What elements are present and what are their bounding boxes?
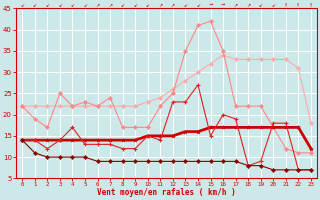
X-axis label: Vent moyen/en rafales ( km/h ): Vent moyen/en rafales ( km/h ) [97, 188, 236, 197]
